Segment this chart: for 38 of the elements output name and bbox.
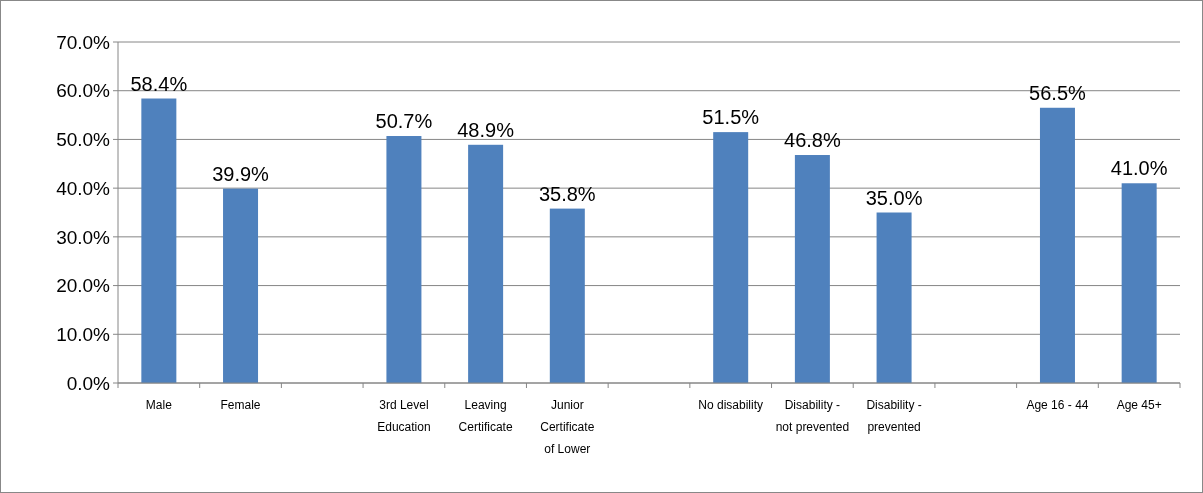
y-tick-label: 40.0% <box>56 177 111 199</box>
bar <box>876 212 912 383</box>
x-tick-label: Female <box>220 398 261 412</box>
y-tick-label: 10.0% <box>56 323 111 345</box>
x-tick-label: Disability - not prevented <box>775 398 850 434</box>
x-tick-label: Age 16 - 44 <box>1026 398 1089 412</box>
bar <box>713 132 749 383</box>
x-tick-label: No disability <box>698 398 764 412</box>
y-tick-label: 60.0% <box>56 80 111 102</box>
y-tick-label: 50.0% <box>56 129 111 151</box>
bar <box>141 98 177 383</box>
data-label: 46.8% <box>784 129 841 152</box>
data-label: 35.8% <box>538 182 596 205</box>
data-label: 48.9% <box>457 118 515 141</box>
x-tick-label: Leaving Certificate <box>458 398 513 434</box>
bar <box>1039 107 1075 383</box>
bar <box>1121 183 1157 383</box>
x-tick-label: Age 45+ <box>1116 398 1162 412</box>
bar <box>549 208 585 383</box>
bar <box>386 136 422 383</box>
y-tick-label: 20.0% <box>56 275 111 297</box>
data-label: 35.0% <box>865 186 923 209</box>
data-label: 39.9% <box>212 162 270 185</box>
bar <box>223 188 259 383</box>
bar <box>468 144 504 383</box>
x-tick-label: Disability - prevented <box>866 398 922 434</box>
data-label: 41.0% <box>1110 157 1168 180</box>
y-tick-label: 30.0% <box>56 226 111 248</box>
data-label: 51.5% <box>702 106 760 129</box>
y-tick-label: 0.0% <box>66 372 111 394</box>
x-tick-label: 3rd Level Education <box>377 398 431 434</box>
data-label: 58.4% <box>130 72 188 95</box>
x-tick-label: Male <box>145 398 173 412</box>
bar <box>794 155 830 383</box>
data-label: 56.5% <box>1029 81 1087 104</box>
x-tick-label: Junior Certificate of Lower <box>540 398 595 456</box>
y-tick-label: 70.0% <box>56 31 111 53</box>
data-label: 50.7% <box>375 110 433 133</box>
